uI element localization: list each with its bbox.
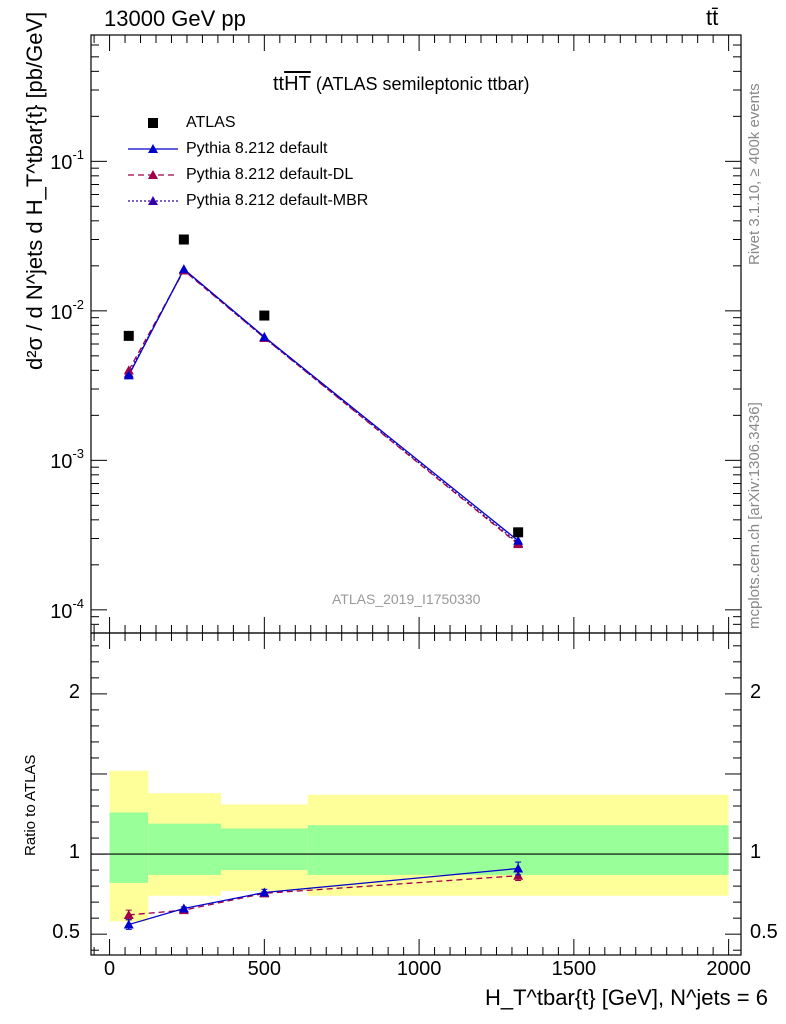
y-axis-label-ratio: Ratio to ATLAS (22, 754, 39, 856)
main-y-tick-label-base: 10 (50, 600, 73, 623)
x-tick-label: 1500 (551, 958, 597, 980)
main-line-pythia-8-212-default-mbr (128, 268, 519, 544)
main-point-atlas (178, 234, 189, 245)
main-point-pythia-8-212-default (513, 535, 524, 545)
main-point-pythia-8-212-default (123, 370, 134, 380)
plot-title-main: tt (273, 73, 285, 95)
y-axis-label-main: d²σ / d N^jets d H_T^tbar{t} [pb/GeV] (22, 11, 47, 370)
ratio-y-tick-label-left: 0.5 (52, 921, 80, 944)
main-point-pythia-8-212-default (259, 331, 270, 341)
main-y-tick-label-exp: -3 (72, 446, 84, 462)
x-tick-label: 500 (247, 958, 282, 980)
series-lines (128, 268, 519, 926)
ratio-panel-frame (90, 632, 742, 956)
main-y-tick-label: 10-2 (50, 297, 84, 325)
main-y-tick-label-base: 10 (50, 451, 73, 474)
main-y-tick-label-base: 10 (50, 301, 73, 324)
axis-ticks (91, 35, 741, 955)
source-label: mcplots.cern.ch [arXiv:1306.3436] (746, 402, 763, 629)
legend-label-default: Pythia 8.212 default (186, 140, 328, 157)
main-y-tick-label: 10-4 (50, 596, 84, 624)
main-y-tick-label: 10-1 (50, 147, 84, 175)
ratio-y-tick-label-right: 0.5 (750, 921, 778, 944)
ratio-y-tick-label-left: 1 (68, 841, 80, 864)
series-markers (123, 234, 524, 930)
plot-title-over: HT (284, 73, 311, 95)
main-line-pythia-8-212-default-dl (128, 269, 519, 545)
ratio-band-inner-0 (109, 812, 149, 883)
legend-label-dl: Pythia 8.212 default-DL (186, 166, 354, 183)
x-tick-label: 1000 (396, 958, 442, 980)
ratio-line-pythia-8-212-default-dl (128, 875, 519, 916)
legend-markers (128, 118, 178, 205)
ratio-y-tick-label-left: 2 (68, 680, 80, 703)
ratio-line-pythia-8-212-default (128, 867, 519, 926)
ratio-y-tick-label-right: 1 (750, 841, 762, 864)
x-tick-label: 2000 (706, 958, 751, 980)
process-label: tt̄ (706, 5, 719, 30)
main-y-tick-label-exp: -4 (72, 595, 84, 611)
legend-label-mbr: Pythia 8.212 default-MBR (186, 192, 369, 209)
ratio-point-pythia-8-212-default (123, 919, 134, 929)
legend-marker-3 (148, 196, 158, 205)
ratio-band-inner-1 (148, 823, 221, 875)
collision-label: 13000 GeV pp (104, 6, 246, 31)
legend-marker-atlas (148, 118, 158, 128)
ratio-uncertainty-bands (91, 770, 741, 922)
main-point-atlas (259, 310, 270, 321)
main-y-tick-label-exp: -2 (72, 296, 84, 312)
plot-title: ttHT (ATLAS semileptonic ttbar) (273, 73, 530, 96)
analysis-id-label: ATLAS_2019_I1750330 (332, 591, 481, 607)
rivet-version-label: Rivet 3.1.10, ≥ 400k events (746, 83, 763, 265)
ratio-band-inner-2 (221, 828, 308, 871)
main-point-atlas (123, 330, 134, 341)
legend-label-atlas: ATLAS (186, 114, 236, 131)
main-point-pythia-8-212-default-dl (123, 365, 134, 375)
ratio-point-pythia-8-212-default-dl (123, 909, 134, 919)
legend-marker-1 (148, 144, 158, 153)
ratio-y-tick-label-right: 2 (750, 680, 762, 703)
x-tick-label: 0 (104, 958, 116, 980)
x-axis-label: H_T^tbar{t} [GeV], N^jets = 6 (485, 985, 768, 1010)
plot-title-note: (ATLAS semileptonic ttbar) (315, 74, 530, 94)
legend-marker-2 (148, 170, 158, 179)
main-line-pythia-8-212-default (128, 268, 519, 542)
ratio-point-pythia-8-212-default (178, 903, 189, 913)
main-y-tick-label-exp: -1 (72, 147, 84, 163)
main-point-pythia-8-212-default (178, 264, 189, 274)
main-point-atlas (513, 527, 524, 538)
main-y-tick-label: 10-3 (50, 446, 84, 474)
ratio-point-pythia-8-212-default (513, 863, 524, 873)
main-y-tick-label-base: 10 (50, 152, 73, 175)
ratio-point-pythia-8-212-default (259, 887, 270, 897)
